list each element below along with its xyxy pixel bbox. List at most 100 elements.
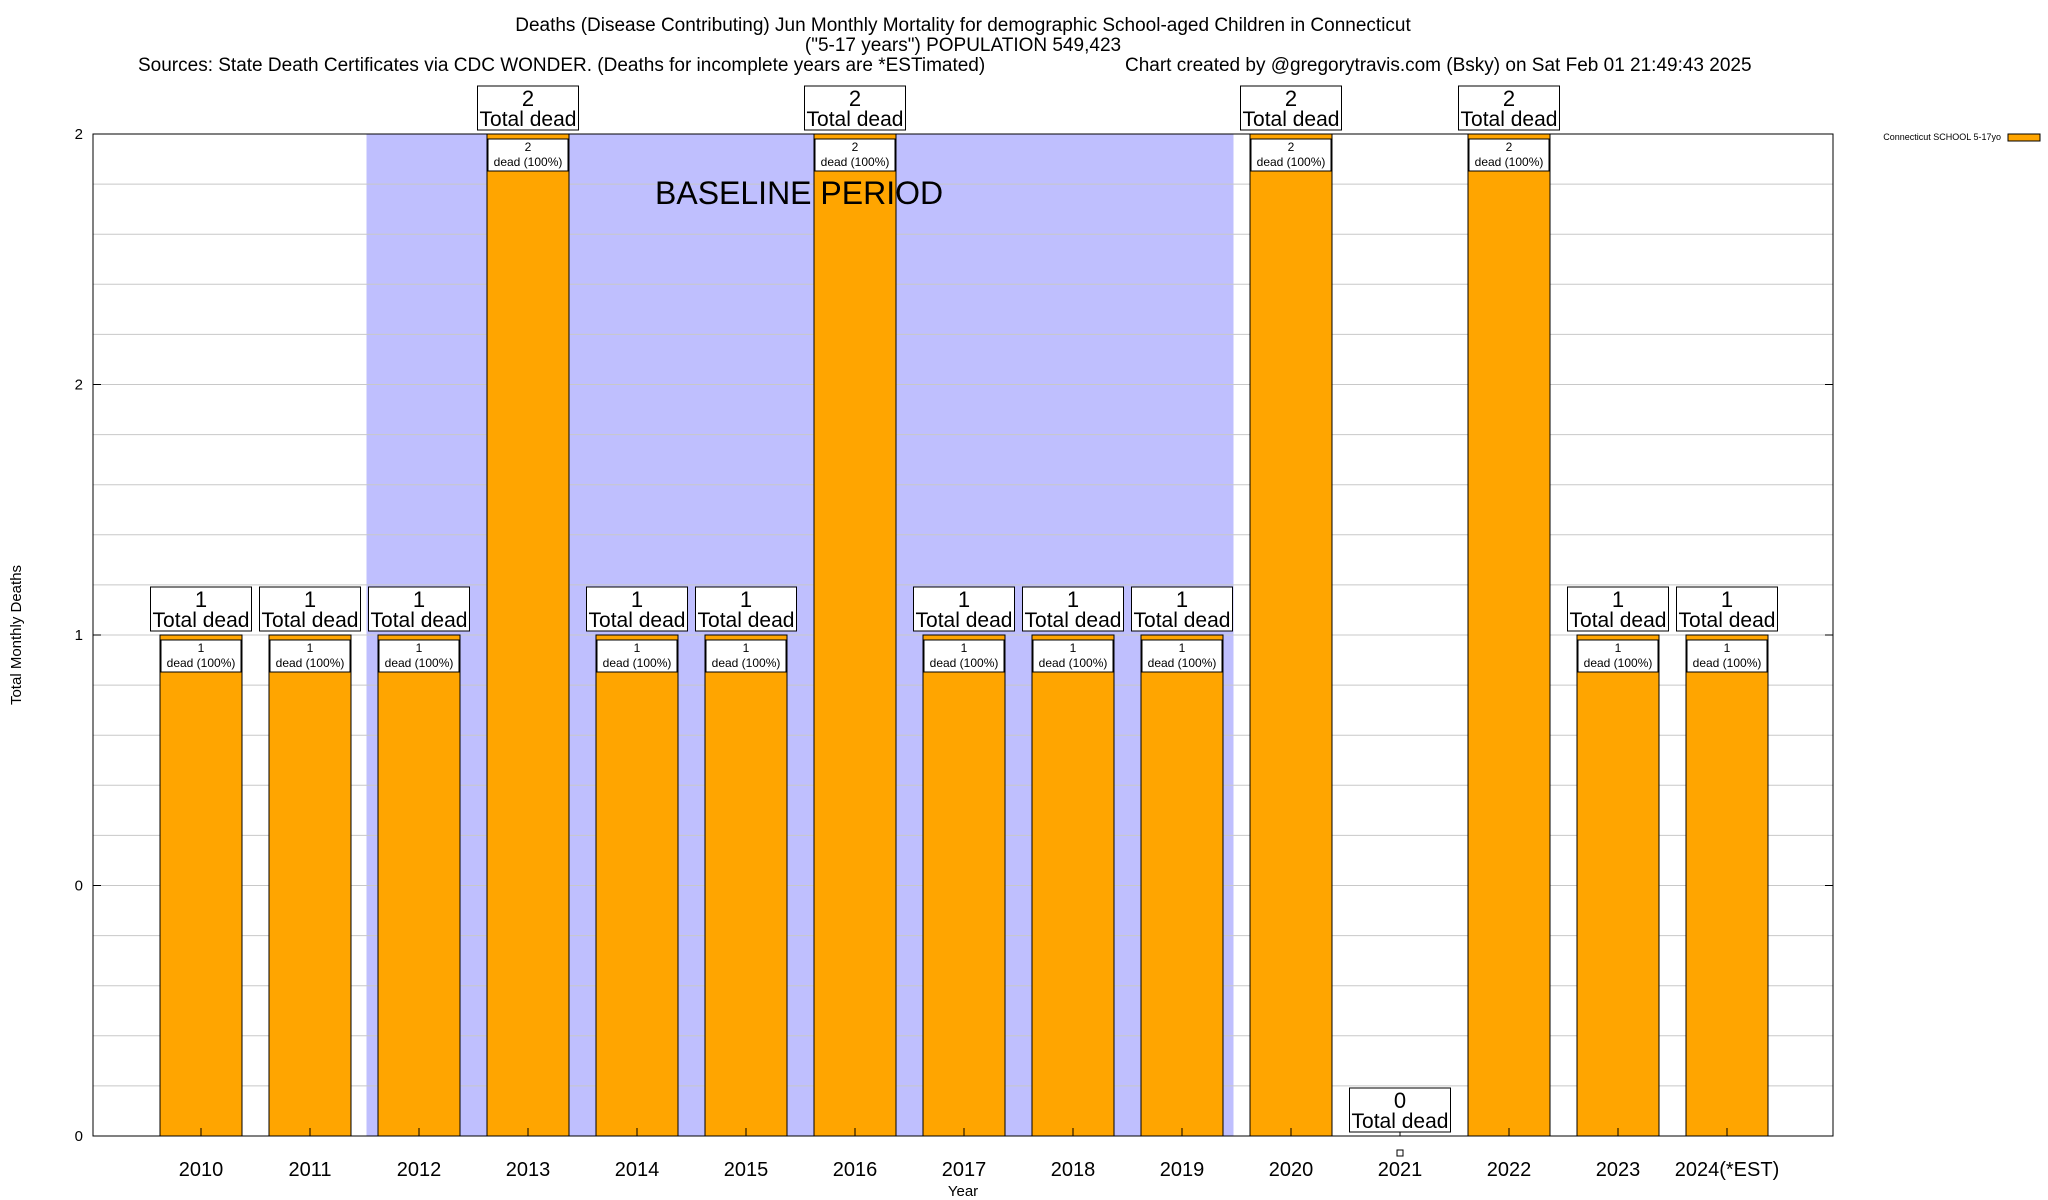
bar <box>1467 133 1551 1137</box>
total-label-text: Total dead <box>1134 609 1231 632</box>
total-label-box <box>1567 586 1669 632</box>
x-tick-label: 2011 <box>288 1159 331 1181</box>
inner-label-percent: dead (100%) <box>385 656 454 670</box>
inner-label-box <box>487 138 569 172</box>
inner-label-percent: dead (100%) <box>930 656 999 670</box>
total-label-value: 2 <box>1503 86 1515 111</box>
inner-label-percent: dead (100%) <box>603 656 672 670</box>
bar <box>159 634 243 1137</box>
legend-swatch <box>2007 133 2041 142</box>
inner-label-percent: dead (100%) <box>1039 656 1108 670</box>
total-label-text: Total dead <box>371 609 468 632</box>
x-tick-layer: 2010 2011 2012 2013 2014 2015 2016 2017 2018 2019… <box>179 1128 1779 1181</box>
inner-label-count: 1 <box>1615 641 1622 655</box>
inner-label-count: 1 <box>1070 641 1077 655</box>
x-tick-label: 2016 <box>833 1159 878 1181</box>
bar <box>486 133 570 1137</box>
total-label-text: Total dead <box>262 609 359 632</box>
y-tick-label: 1 <box>75 627 83 644</box>
total-label-value: 1 <box>740 587 752 612</box>
total-label-box <box>586 586 688 632</box>
total-label-value: 2 <box>1285 86 1297 111</box>
total-label-value: 1 <box>1067 587 1079 612</box>
chart-sources: Sources: State Death Certificates via CD… <box>138 55 985 76</box>
x-tick-label: 2014 <box>615 1159 660 1181</box>
inner-label-count: 1 <box>961 641 968 655</box>
total-label-box <box>1022 586 1124 632</box>
inner-label-box <box>378 639 460 673</box>
total-label-text: Total dead <box>1570 609 1667 632</box>
y-axis-label: Total Monthly Deaths <box>8 565 25 705</box>
inner-label-percent: dead (100%) <box>1148 656 1217 670</box>
bar <box>1685 634 1769 1137</box>
total-label-box <box>1676 586 1778 632</box>
total-label-box <box>1240 85 1342 131</box>
total-label-box <box>1131 586 1233 632</box>
total-label-value: 1 <box>631 587 643 612</box>
total-label-box <box>1349 1087 1451 1133</box>
inner-label-percent: dead (100%) <box>167 656 236 670</box>
bar <box>1031 634 1115 1137</box>
bar <box>1576 634 1660 1137</box>
total-label-box <box>259 586 361 632</box>
inner-label-count: 1 <box>416 641 423 655</box>
bar <box>377 634 461 1137</box>
x-tick-label: 2010 <box>179 1159 224 1181</box>
inner-label-percent: dead (100%) <box>821 155 890 169</box>
total-label-value: 1 <box>304 587 316 612</box>
inner-label-box <box>596 639 678 673</box>
x-tick-label: 2020 <box>1269 1159 1314 1181</box>
total-label-text: Total dead <box>153 609 250 632</box>
total-label-value: 1 <box>1721 587 1733 612</box>
total-label-box <box>477 85 579 131</box>
y-tick-layer: 0 0 1 2 2 <box>75 126 1833 1145</box>
bar <box>922 634 1006 1137</box>
bar <box>268 634 352 1137</box>
bar <box>595 634 679 1137</box>
inner-label-box <box>160 639 242 673</box>
x-tick-label: 2019 <box>1160 1159 1205 1181</box>
total-label-value: 1 <box>1612 587 1624 612</box>
x-tick-label: 2022 <box>1487 1159 1532 1181</box>
bar <box>813 133 897 1137</box>
total-label-text: Total dead <box>589 609 686 632</box>
x-tick-label: 2013 <box>506 1159 551 1181</box>
inner-label-percent: dead (100%) <box>712 656 781 670</box>
chart-title: Deaths (Disease Contributing) Jun Monthl… <box>515 15 1411 36</box>
legend-label: Connecticut SCHOOL 5-17yo <box>1883 132 2001 142</box>
inner-label-box <box>705 639 787 673</box>
inner-label-box <box>1577 639 1659 673</box>
inner-label-count: 1 <box>634 641 641 655</box>
inner-label-count: 1 <box>1724 641 1731 655</box>
total-label-box <box>913 586 1015 632</box>
inner-label-percent: dead (100%) <box>1584 656 1653 670</box>
bar <box>1140 634 1224 1137</box>
zero-point-marker <box>1396 1149 1404 1157</box>
inner-label-box <box>1686 639 1768 673</box>
bar-layer <box>159 133 1769 1157</box>
y-tick-label: 0 <box>75 878 83 895</box>
inner-label-box <box>1250 138 1332 172</box>
inner-label-percent: dead (100%) <box>1257 155 1326 169</box>
x-tick-label: 2018 <box>1051 1159 1096 1181</box>
baseline-period-label: BASELINE PERIOD <box>655 175 943 211</box>
x-tick-label: 2012 <box>397 1159 442 1181</box>
inner-label-count: 1 <box>1179 641 1186 655</box>
inner-label-count: 1 <box>307 641 314 655</box>
inner-label-percent: dead (100%) <box>276 656 345 670</box>
total-label-text: Total dead <box>916 609 1013 632</box>
total-label-value: 1 <box>195 587 207 612</box>
inner-label-count: 2 <box>525 140 532 154</box>
y-tick-label: 0 <box>75 1128 83 1145</box>
chart-subtitle: ("5-17 years") POPULATION 549,423 <box>805 35 1121 56</box>
inner-label-percent: dead (100%) <box>1475 155 1544 169</box>
total-label-value: 2 <box>522 86 534 111</box>
total-label-value: 2 <box>849 86 861 111</box>
inner-label-box <box>1032 639 1114 673</box>
inner-label-box <box>923 639 1005 673</box>
x-axis-label: Year <box>948 1183 978 1200</box>
x-tick-label: 2023 <box>1596 1159 1641 1181</box>
total-label-text: Total dead <box>480 108 577 131</box>
total-label-box <box>695 586 797 632</box>
